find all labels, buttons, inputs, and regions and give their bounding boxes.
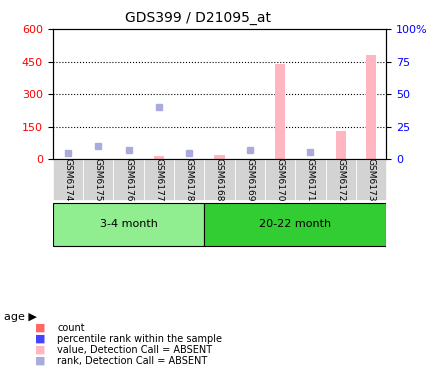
Text: GSM6172: GSM6172 xyxy=(336,158,345,201)
Text: GSM6170: GSM6170 xyxy=(275,158,284,202)
Text: percentile rank within the sample: percentile rank within the sample xyxy=(57,333,222,344)
Text: ■: ■ xyxy=(35,333,46,344)
FancyBboxPatch shape xyxy=(204,160,234,200)
Text: GSM6171: GSM6171 xyxy=(305,158,314,202)
Text: GSM6178: GSM6178 xyxy=(184,158,193,202)
FancyBboxPatch shape xyxy=(173,160,204,200)
FancyBboxPatch shape xyxy=(234,160,265,200)
Text: 20-22 month: 20-22 month xyxy=(259,220,331,229)
Text: GSM6176: GSM6176 xyxy=(124,158,133,202)
Text: GSM6174: GSM6174 xyxy=(63,158,72,201)
Bar xyxy=(214,155,224,160)
FancyBboxPatch shape xyxy=(83,160,113,200)
FancyBboxPatch shape xyxy=(325,160,355,200)
Text: 3-4 month: 3-4 month xyxy=(99,220,157,229)
Text: GSM6175: GSM6175 xyxy=(93,158,102,202)
Text: ■: ■ xyxy=(35,322,46,333)
FancyBboxPatch shape xyxy=(53,202,204,246)
FancyBboxPatch shape xyxy=(113,160,143,200)
FancyBboxPatch shape xyxy=(204,202,385,246)
Text: GSM6177: GSM6177 xyxy=(154,158,163,202)
Text: GSM6169: GSM6169 xyxy=(245,158,254,202)
Bar xyxy=(335,131,345,160)
FancyBboxPatch shape xyxy=(143,160,173,200)
Text: count: count xyxy=(57,322,85,333)
Text: rank, Detection Call = ABSENT: rank, Detection Call = ABSENT xyxy=(57,355,207,366)
FancyBboxPatch shape xyxy=(53,160,83,200)
Text: age ▶: age ▶ xyxy=(4,311,37,322)
Text: ■: ■ xyxy=(35,344,46,355)
Text: GSM6168: GSM6168 xyxy=(215,158,223,202)
Text: ■: ■ xyxy=(35,355,46,366)
Bar xyxy=(153,156,164,160)
Text: GSM6173: GSM6173 xyxy=(366,158,375,202)
Bar xyxy=(274,64,285,160)
FancyBboxPatch shape xyxy=(295,160,325,200)
Bar xyxy=(365,55,376,160)
FancyBboxPatch shape xyxy=(355,160,385,200)
Text: GDS399 / D21095_at: GDS399 / D21095_at xyxy=(124,11,270,25)
Text: value, Detection Call = ABSENT: value, Detection Call = ABSENT xyxy=(57,344,212,355)
FancyBboxPatch shape xyxy=(265,160,295,200)
